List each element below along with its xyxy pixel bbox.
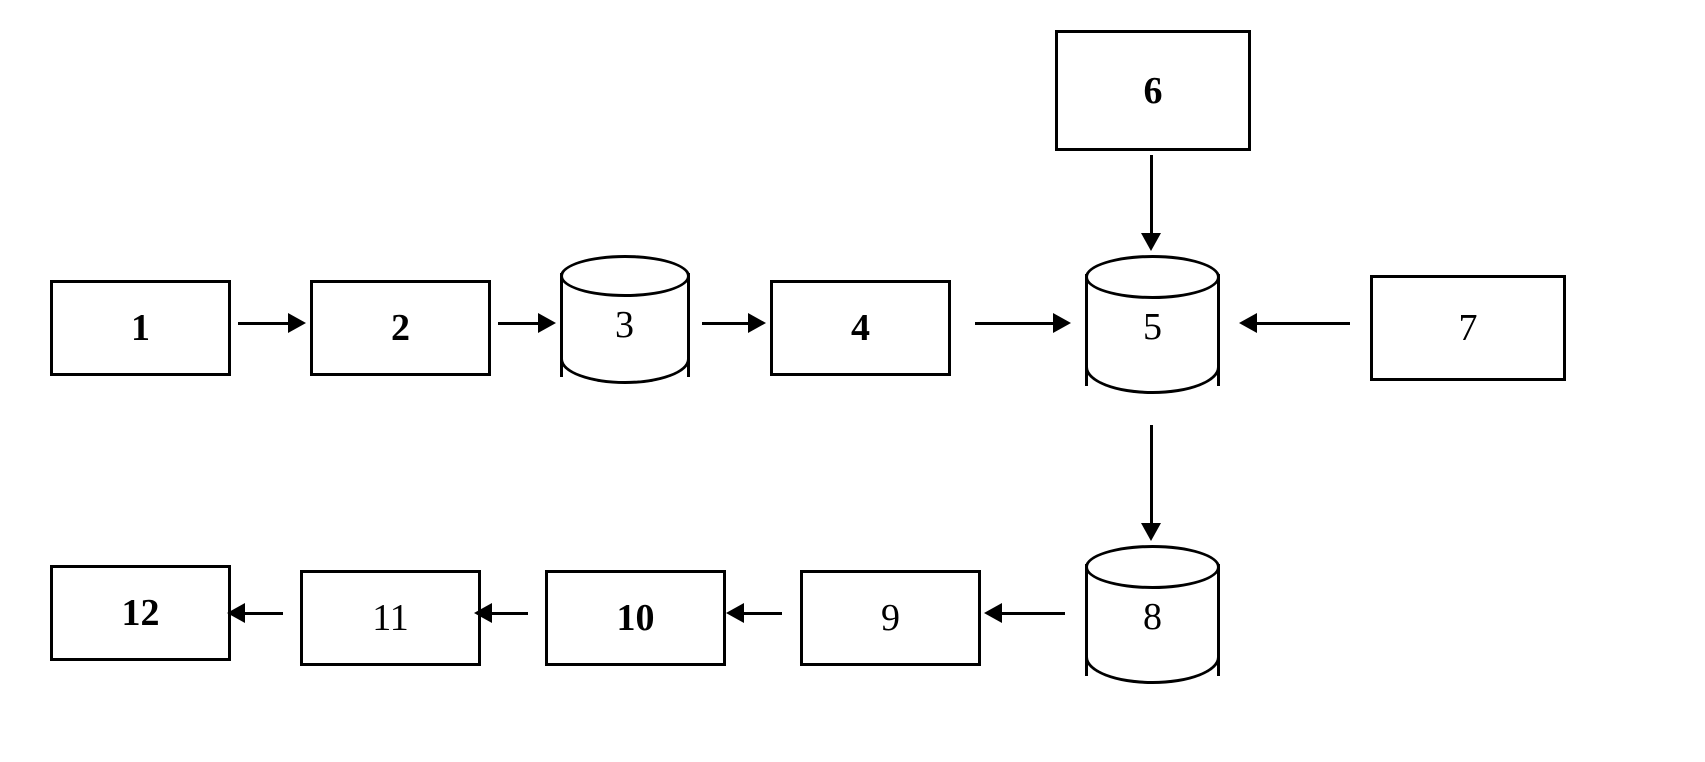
node-4-label: 4 [851, 306, 870, 350]
edge-9-10 [742, 612, 782, 615]
edge-6-5-head [1141, 233, 1161, 251]
edge-11-12-head [227, 603, 245, 623]
node-6: 6 [1055, 30, 1251, 151]
edge-11-12 [243, 612, 283, 615]
node-4: 4 [770, 280, 951, 376]
node-12-label: 12 [122, 591, 160, 635]
node-8: 8 [1085, 545, 1220, 695]
node-9-label: 9 [881, 596, 900, 640]
edge-5-8 [1150, 425, 1153, 525]
node-3: 3 [560, 255, 690, 395]
edge-3-4-head [748, 313, 766, 333]
node-5: 5 [1085, 255, 1220, 405]
edge-2-3-head [538, 313, 556, 333]
node-10: 10 [545, 570, 726, 666]
edge-8-9-head [984, 603, 1002, 623]
edge-8-9 [1000, 612, 1065, 615]
node-9: 9 [800, 570, 981, 666]
edge-7-5-head [1239, 313, 1257, 333]
edge-9-10-head [726, 603, 744, 623]
node-12: 12 [50, 565, 231, 661]
node-1: 1 [50, 280, 231, 376]
node-1-label: 1 [131, 306, 150, 350]
node-5-label: 5 [1143, 305, 1162, 349]
flowchart-canvas: 1 2 3 4 5 6 7 8 9 10 [0, 0, 1705, 762]
node-8-label: 8 [1143, 595, 1162, 639]
node-6-label: 6 [1144, 69, 1163, 113]
node-10-label: 10 [617, 596, 655, 640]
node-7-label: 7 [1459, 306, 1478, 350]
edge-5-8-head [1141, 523, 1161, 541]
edge-2-3 [498, 322, 540, 325]
edge-3-4 [702, 322, 750, 325]
edge-1-2 [238, 322, 290, 325]
edge-1-2-head [288, 313, 306, 333]
node-7: 7 [1370, 275, 1566, 381]
node-2: 2 [310, 280, 491, 376]
edge-6-5 [1150, 155, 1153, 235]
node-11: 11 [300, 570, 481, 666]
edge-4-5-head [1053, 313, 1071, 333]
edge-7-5 [1255, 322, 1350, 325]
edge-10-11 [490, 612, 528, 615]
node-11-label: 11 [372, 596, 409, 640]
node-2-label: 2 [391, 306, 410, 350]
node-3-label: 3 [615, 303, 634, 347]
edge-4-5 [975, 322, 1055, 325]
edge-10-11-head [474, 603, 492, 623]
